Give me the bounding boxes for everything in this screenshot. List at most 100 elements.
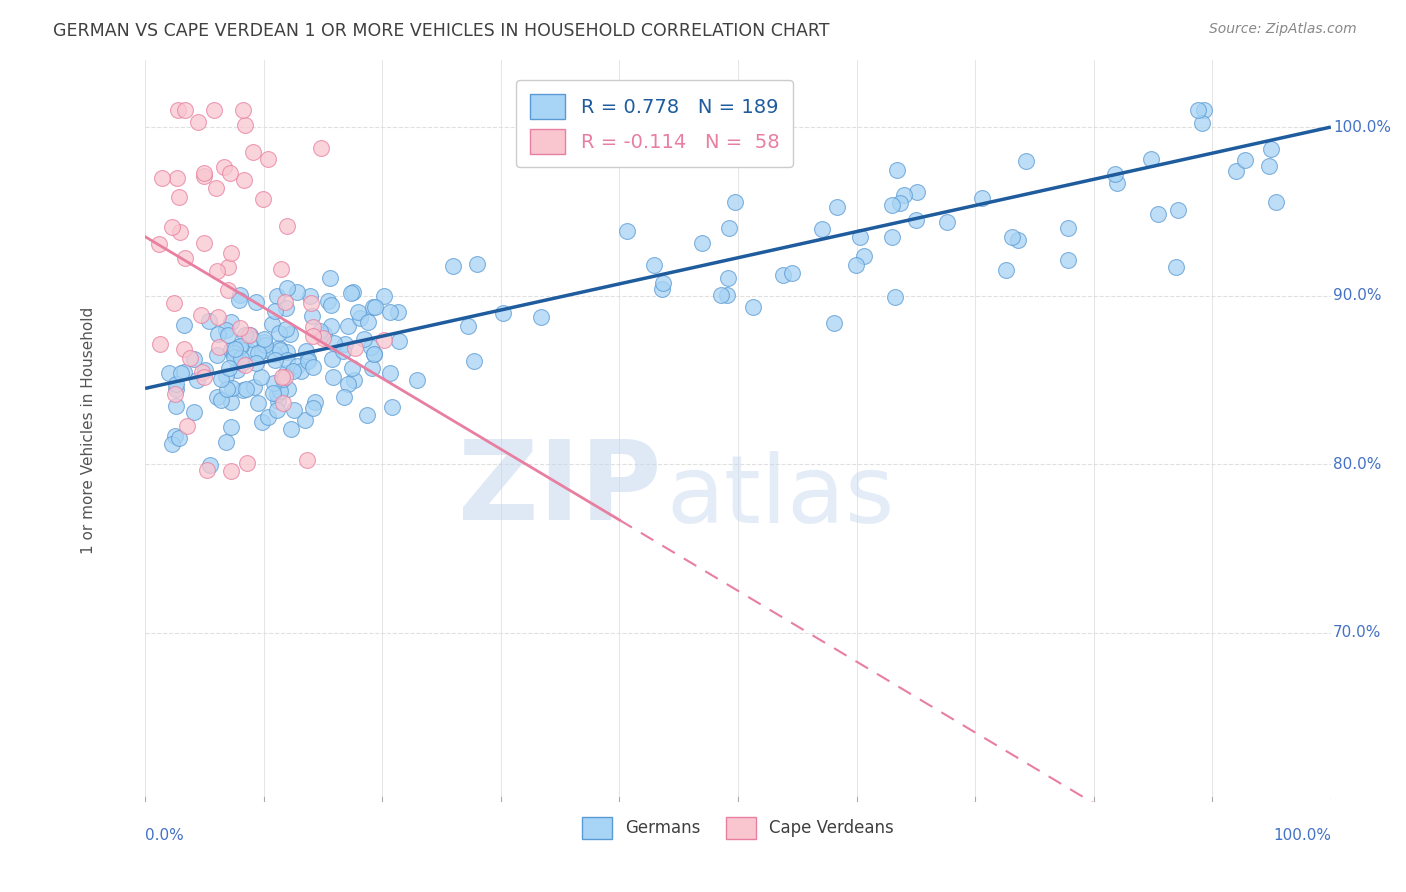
Point <box>221 395 243 409</box>
Point <box>825 200 848 214</box>
Point <box>332 343 354 358</box>
Point <box>193 166 215 180</box>
Point <box>276 281 298 295</box>
Point <box>266 386 288 401</box>
Point <box>246 345 269 359</box>
Point <box>173 366 195 380</box>
Point <box>221 420 243 434</box>
Point <box>1007 233 1029 247</box>
Point <box>166 171 188 186</box>
Point <box>1146 207 1168 221</box>
Point <box>905 213 928 227</box>
Point <box>344 341 367 355</box>
Point <box>263 304 285 318</box>
Point <box>889 195 911 210</box>
Point <box>149 336 172 351</box>
Point <box>893 188 915 202</box>
Point <box>322 370 344 384</box>
Text: 70.0%: 70.0% <box>1333 625 1382 640</box>
Point <box>716 288 738 302</box>
Point <box>710 288 733 302</box>
Point <box>257 410 280 425</box>
Point <box>465 257 488 271</box>
Point <box>186 373 208 387</box>
Text: 100.0%: 100.0% <box>1272 828 1331 843</box>
Point <box>212 160 235 174</box>
Point <box>242 380 264 394</box>
Point <box>298 289 321 303</box>
Point <box>1139 152 1161 166</box>
Point <box>308 324 330 338</box>
Point <box>285 285 308 299</box>
Point <box>280 422 302 436</box>
Point <box>200 458 222 472</box>
Point <box>1233 153 1256 168</box>
Point <box>276 345 298 359</box>
Point <box>150 170 173 185</box>
Point <box>1260 142 1282 156</box>
Point <box>1164 260 1187 274</box>
Point <box>276 353 298 368</box>
Point <box>207 327 229 342</box>
Point <box>219 464 242 478</box>
Point <box>215 382 238 396</box>
Point <box>340 361 363 376</box>
Text: ZIP: ZIP <box>457 436 661 543</box>
Point <box>1000 230 1022 244</box>
Point <box>333 336 356 351</box>
Point <box>274 295 297 310</box>
Point <box>229 339 252 353</box>
Point <box>1015 153 1038 168</box>
Point <box>882 198 904 212</box>
Point <box>905 185 928 199</box>
Point <box>247 396 270 410</box>
Point <box>321 298 343 312</box>
Point <box>157 366 180 380</box>
Point <box>245 294 267 309</box>
Point <box>378 366 401 380</box>
Point <box>239 344 262 359</box>
Point <box>717 270 740 285</box>
Point <box>294 413 316 427</box>
Point <box>388 334 411 348</box>
Point <box>253 338 276 352</box>
Point <box>935 215 957 229</box>
Point <box>190 309 212 323</box>
Text: 90.0%: 90.0% <box>1333 288 1382 303</box>
Point <box>780 266 803 280</box>
Point <box>218 360 240 375</box>
Point <box>198 314 221 328</box>
Point <box>266 403 288 417</box>
Point <box>232 383 254 397</box>
Point <box>304 394 326 409</box>
Point <box>276 219 298 233</box>
Point <box>492 306 515 320</box>
Point <box>176 419 198 434</box>
Point <box>219 315 242 329</box>
Point <box>361 360 384 375</box>
Point <box>1056 220 1078 235</box>
Point <box>173 251 195 265</box>
Point <box>811 221 834 235</box>
Point <box>970 192 993 206</box>
Point <box>849 230 872 244</box>
Point <box>457 319 479 334</box>
Point <box>643 258 665 272</box>
Point <box>219 343 242 357</box>
Point <box>363 347 385 361</box>
Text: atlas: atlas <box>666 451 896 543</box>
Point <box>207 348 229 362</box>
Point <box>165 429 187 443</box>
Point <box>741 300 763 314</box>
Point <box>252 192 274 206</box>
Point <box>1191 116 1213 130</box>
Text: GERMAN VS CAPE VERDEAN 1 OR MORE VEHICLES IN HOUSEHOLD CORRELATION CHART: GERMAN VS CAPE VERDEAN 1 OR MORE VEHICLE… <box>53 22 830 40</box>
Point <box>880 229 903 244</box>
Point <box>373 289 395 303</box>
Point <box>233 358 256 372</box>
Point <box>274 366 297 380</box>
Point <box>167 103 190 118</box>
Point <box>363 347 385 361</box>
Point <box>209 392 232 407</box>
Legend: Germans, Cape Verdeans: Germans, Cape Verdeans <box>575 811 900 846</box>
